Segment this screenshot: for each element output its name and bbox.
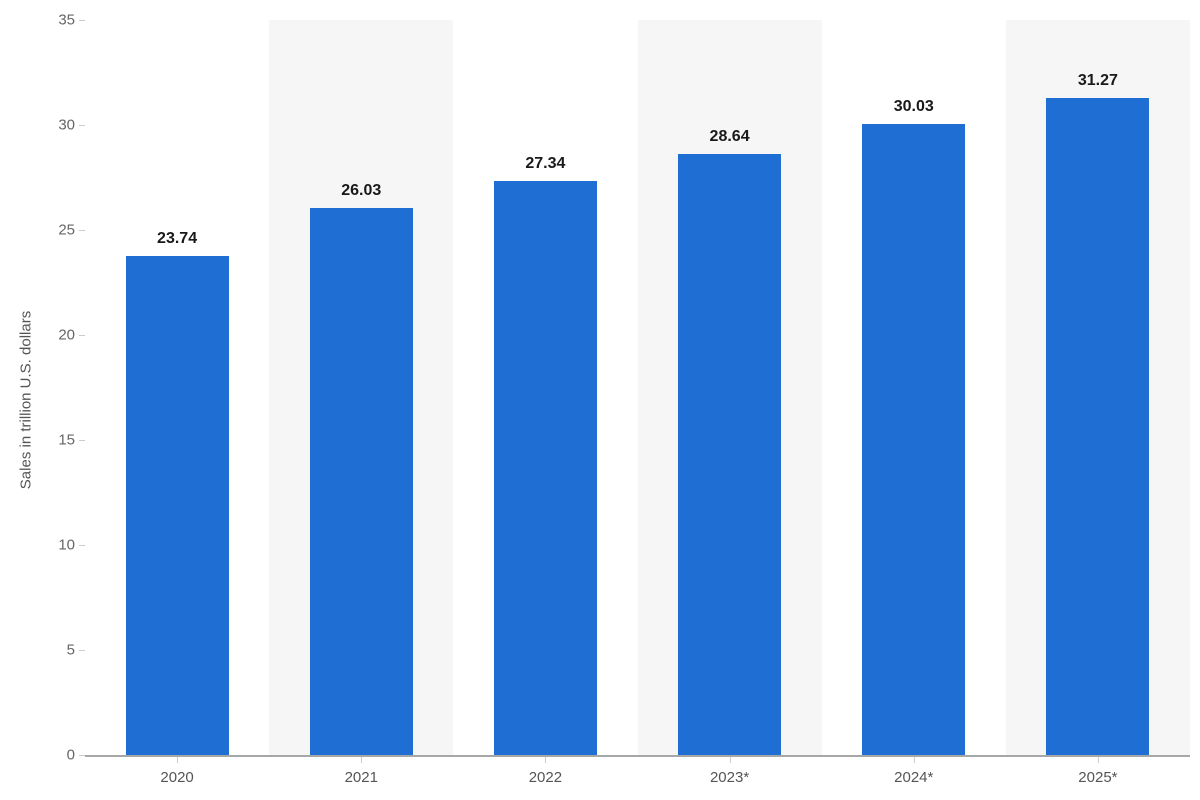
x-tick-label: 2025*: [1078, 769, 1117, 786]
x-tick: [361, 757, 362, 763]
x-tick-label: 2020: [160, 769, 193, 786]
x-tick: [177, 757, 178, 763]
bar: [494, 181, 597, 755]
bar-value-label: 23.74: [157, 230, 197, 248]
sales-bar-chart: Sales in trillion U.S. dollars 051015202…: [0, 0, 1200, 800]
y-tick: [79, 230, 85, 231]
x-tick-label: 2023*: [710, 769, 749, 786]
bar: [310, 208, 413, 755]
y-tick: [79, 650, 85, 651]
y-tick-label: 20: [35, 327, 75, 344]
bar: [862, 124, 965, 755]
x-tick: [1098, 757, 1099, 763]
y-tick-label: 35: [35, 12, 75, 29]
x-tick-label: 2022: [529, 769, 562, 786]
y-tick: [79, 545, 85, 546]
bar-value-label: 30.03: [894, 98, 934, 116]
bar-value-label: 28.64: [710, 128, 750, 146]
x-axis-line: [85, 755, 1190, 757]
bar: [1046, 98, 1149, 755]
bar: [126, 256, 229, 755]
y-tick-label: 15: [35, 432, 75, 449]
y-tick-label: 25: [35, 222, 75, 239]
x-tick: [545, 757, 546, 763]
bar-value-label: 27.34: [525, 155, 565, 173]
x-tick: [730, 757, 731, 763]
y-tick-label: 0: [35, 747, 75, 764]
y-tick-label: 5: [35, 642, 75, 659]
y-tick: [79, 125, 85, 126]
plot-area: 0510152025303523.74202026.03202127.34202…: [85, 20, 1190, 755]
y-axis-label: Sales in trillion U.S. dollars: [17, 311, 34, 489]
y-tick-label: 30: [35, 117, 75, 134]
y-tick: [79, 335, 85, 336]
x-tick-label: 2024*: [894, 769, 933, 786]
bar-value-label: 31.27: [1078, 72, 1118, 90]
y-tick: [79, 20, 85, 21]
y-tick: [79, 440, 85, 441]
y-tick-label: 10: [35, 537, 75, 554]
bar-value-label: 26.03: [341, 182, 381, 200]
x-tick-label: 2021: [345, 769, 378, 786]
bar: [678, 154, 781, 755]
x-tick: [914, 757, 915, 763]
